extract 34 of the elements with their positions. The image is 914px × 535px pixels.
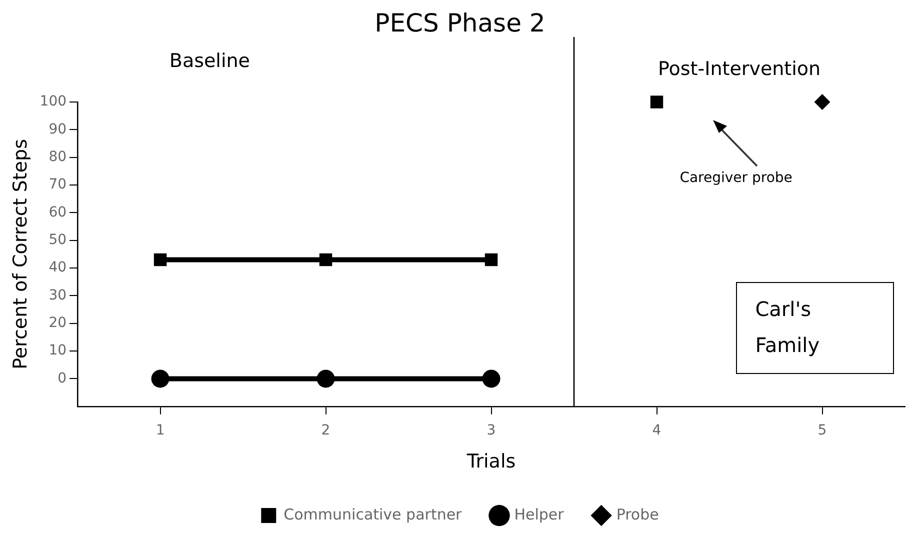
point: [154, 253, 167, 266]
point: [650, 96, 664, 108]
y-tick-label: 100: [40, 94, 67, 110]
chart-title: PECS Phase 2: [374, 8, 546, 38]
y-tick-label: 80: [48, 148, 67, 165]
x-tick-label: 5: [818, 422, 827, 438]
y-tick-label: 40: [48, 260, 67, 276]
x-tick-label: 3: [486, 422, 496, 438]
x-tick-label: 1: [156, 422, 165, 438]
y-tick-label: 20: [48, 315, 67, 332]
y-tick-label: 30: [48, 287, 67, 304]
annotation: Caregiver probe: [680, 170, 792, 186]
point: [814, 94, 830, 110]
x-tick-label: 2: [321, 422, 330, 438]
y-tick-label: 90: [48, 121, 67, 138]
legend-label: Helper: [514, 505, 565, 524]
y-tick-label: 70: [48, 176, 67, 193]
note-box: Carl's Family: [736, 282, 894, 374]
legend-label: Communicative partner: [284, 505, 463, 524]
point: [484, 253, 498, 266]
text: Post-Intervention: [658, 58, 821, 80]
point: [482, 370, 500, 388]
y-axis-title: Percent of Correct Steps: [9, 138, 32, 370]
point: [151, 370, 170, 388]
x-axis-title: Trials: [466, 450, 516, 473]
point: [316, 370, 335, 388]
y-tick-label: 0: [58, 370, 67, 386]
y-tick-label: 60: [48, 204, 67, 220]
point: [319, 253, 332, 266]
legend-label: Probe: [616, 505, 659, 524]
y-tick-label: 10: [48, 342, 67, 359]
y-tick-label: 50: [48, 232, 67, 248]
text: Baseline: [169, 50, 250, 72]
x-tick-label: 4: [652, 422, 662, 438]
